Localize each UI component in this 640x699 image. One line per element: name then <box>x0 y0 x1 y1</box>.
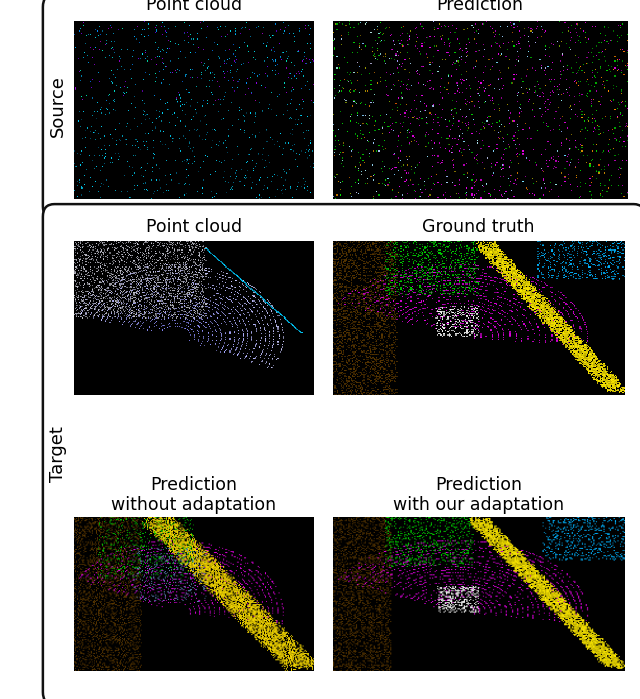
Text: Prediction
without adaptation: Prediction without adaptation <box>111 475 276 514</box>
Text: Ground truth: Ground truth <box>422 217 534 236</box>
Text: Prediction
with our adaptation: Prediction with our adaptation <box>393 475 564 514</box>
Text: Point cloud: Point cloud <box>145 217 242 236</box>
Text: Source: Source <box>49 75 67 137</box>
Text: Target: Target <box>49 426 67 482</box>
Text: Prediction: Prediction <box>436 0 524 14</box>
Text: Point cloud: Point cloud <box>145 0 242 14</box>
